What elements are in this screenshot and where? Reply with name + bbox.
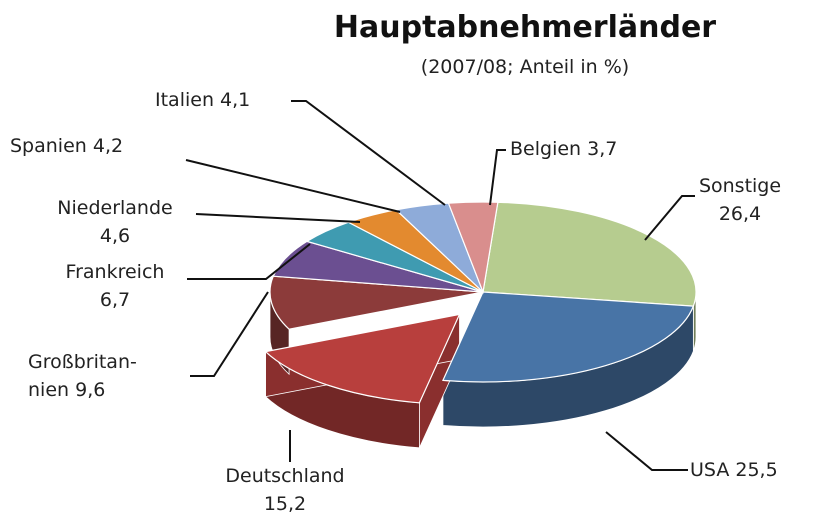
- leader-line: [190, 291, 269, 377]
- chart-subtitle: (2007/08; Anteil in %): [420, 56, 630, 78]
- leader-line: [187, 243, 311, 280]
- category-name: USA: [690, 459, 730, 481]
- category-name: Belgien: [510, 138, 582, 160]
- category-name: Spanien: [10, 135, 87, 157]
- category-name: Frankreich: [65, 261, 165, 283]
- slice: [264, 313, 461, 404]
- chart-title: Hauptabnehmerländer: [333, 10, 717, 45]
- tops: [264, 201, 697, 404]
- slice: [447, 201, 499, 295]
- leader-line: [185, 159, 401, 213]
- leader-line: [644, 195, 695, 241]
- category-name: Niederlande: [57, 197, 173, 219]
- slice-label: Belgien 3,7: [510, 135, 660, 163]
- slice-label: Deutschland 15,2: [200, 462, 370, 518]
- value-label: 26,4: [718, 203, 762, 225]
- slice: [269, 275, 484, 330]
- leader-line: [291, 100, 446, 206]
- value-label: 6,7: [99, 289, 131, 311]
- category-name: Sonstige: [698, 175, 782, 197]
- value-label: 3,7: [587, 138, 618, 160]
- slice-label: USA 25,5: [690, 456, 815, 484]
- category-name: Italien: [155, 89, 214, 111]
- value-label: 4,2: [92, 135, 124, 157]
- slice: [442, 291, 695, 383]
- slice-label: Italien 4,1: [155, 86, 305, 114]
- leader-line: [195, 213, 361, 223]
- slice-label: Spanien 4,2: [10, 132, 190, 160]
- slice-label: Frankreich 6,7: [40, 258, 190, 314]
- value-label: 9,6: [75, 379, 106, 401]
- value-label: 15,2: [263, 493, 307, 515]
- value-label: 4,6: [99, 225, 131, 247]
- category-name: Großbritan-nien: [28, 351, 137, 401]
- slice-label: Niederlande 4,6: [40, 194, 190, 250]
- slice: [482, 201, 697, 307]
- value-label: 4,1: [220, 89, 251, 111]
- slice-label: Großbritan-nien 9,6: [28, 348, 156, 404]
- leader-line: [489, 149, 506, 206]
- slice-label: Sonstige 26,4: [690, 172, 790, 228]
- value-label: 25,5: [735, 459, 778, 481]
- leader-line: [605, 431, 688, 471]
- category-name: Deutschland: [225, 465, 345, 487]
